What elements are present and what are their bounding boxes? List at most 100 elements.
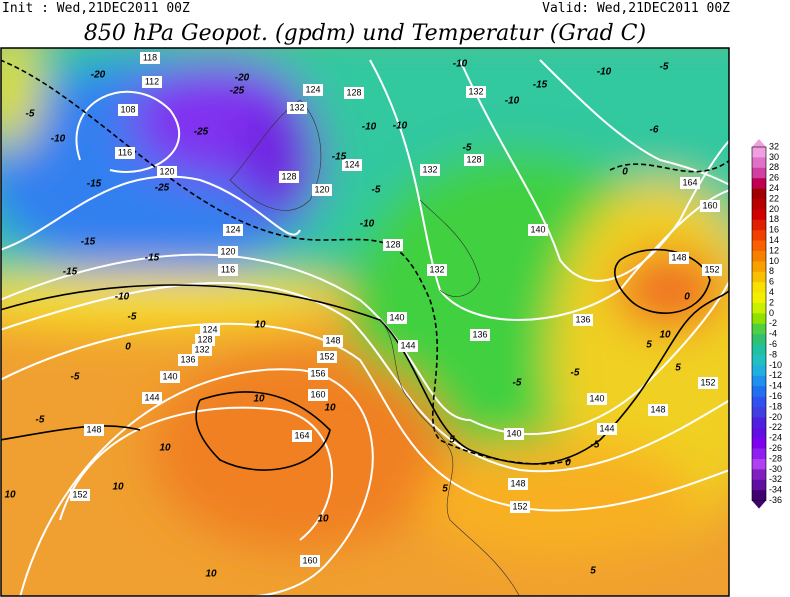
geopotential-label: 118 <box>143 52 157 62</box>
geopotential-label-box <box>303 84 323 96</box>
geopotential-label: 120 <box>314 184 329 194</box>
colorbar-label: -16 <box>769 391 782 401</box>
temperature-label: -15 <box>87 179 102 190</box>
colorbar-segment <box>752 230 766 241</box>
colorbar-label: 10 <box>769 256 779 266</box>
colorbar-segment <box>752 313 766 325</box>
geopotential-label: 148 <box>86 424 101 434</box>
geopotential-label: 164 <box>682 177 697 187</box>
colorbar-label: -10 <box>769 360 782 370</box>
geopotential-label-box <box>292 430 312 442</box>
temperature-label: 10 <box>205 569 217 580</box>
colorbar-segment <box>752 240 766 252</box>
geopotential-label-box <box>160 371 180 383</box>
temperature-contours <box>1 59 729 465</box>
temperature-label: -20 <box>91 70 106 81</box>
temperature-label: -6 <box>650 125 659 136</box>
geopotential-label-box <box>323 335 343 347</box>
colorbar-segment <box>752 199 766 210</box>
geopotential-label-box <box>508 478 528 490</box>
geopotential-label-box <box>308 368 328 380</box>
geopotential-label-box <box>573 314 593 326</box>
geopotential-label-box <box>84 424 104 436</box>
colorbar-label: 6 <box>769 277 774 287</box>
geopotential-label-box <box>420 164 440 176</box>
colorbar-label: -22 <box>769 422 782 432</box>
colorbar-label: -34 <box>769 485 782 495</box>
colorbar-arrow-top <box>752 139 766 147</box>
geopotential-label: 152 <box>704 264 719 274</box>
colorbar-label: -24 <box>769 433 782 443</box>
colorbar-label: -2 <box>769 318 777 328</box>
colorbar-segment <box>752 490 766 501</box>
map-frame <box>0 47 730 597</box>
colorbar-segment <box>752 323 766 335</box>
temperature-label: 5 <box>590 566 596 577</box>
geopotential-label: 148 <box>510 478 525 488</box>
geopotential-label: 116 <box>221 264 235 274</box>
geopotential-contours <box>1 59 729 596</box>
colorbar-segment <box>752 271 766 283</box>
temperature-label: 5 <box>449 435 455 446</box>
colorbar: 32302826242220181614121086420-2-4-6-8-10… <box>751 139 782 509</box>
temperature-label: -5 <box>571 368 580 379</box>
temperature-label: -10 <box>505 96 520 107</box>
colorbar-label: 28 <box>769 162 779 172</box>
geopotential-label: 128 <box>281 171 296 181</box>
temperature-label: 10 <box>159 443 171 454</box>
geopotential-label: 144 <box>599 423 614 433</box>
colorbar-segment <box>752 355 766 366</box>
geopotential-label: 124 <box>305 84 320 94</box>
geopotential-label-box <box>344 87 364 99</box>
geopotential-label: 124 <box>225 224 240 234</box>
temperature-label: -15 <box>63 267 78 278</box>
geopotential-label: 136 <box>180 354 195 364</box>
geopotential-label: 140 <box>530 224 545 234</box>
temperature-label: -10 <box>453 59 468 70</box>
colorbar-segment <box>752 251 766 262</box>
temperature-label: 10 <box>254 320 266 331</box>
temperature-label: 10 <box>324 403 336 414</box>
colorbar-segment <box>752 459 766 470</box>
temperature-label: -10 <box>362 122 377 133</box>
colorbar-label: -20 <box>769 412 782 422</box>
temperature-label: 0 <box>684 292 690 303</box>
colorbar-label: 32 <box>769 141 779 151</box>
colorbar-frame <box>751 146 767 501</box>
colorbar-segment <box>752 479 766 491</box>
colorbar-segment <box>752 334 766 345</box>
geopotential-label: 160 <box>310 389 325 399</box>
geopotential-label-box <box>648 404 668 416</box>
geopotential-label: 132 <box>429 264 444 274</box>
colorbar-label: 12 <box>769 245 779 255</box>
geopotential-label-box <box>279 171 299 183</box>
temperature-label: 10 <box>317 514 329 525</box>
temperature-label: -25 <box>155 183 170 194</box>
temperature-label: -5 <box>463 143 472 154</box>
temperature-label: 5 <box>442 484 448 495</box>
geopotential-label: 120 <box>220 246 235 256</box>
colorbar-segment <box>752 438 766 449</box>
geopotential-label: 132 <box>194 344 209 354</box>
temperature-label: -5 <box>128 312 137 323</box>
temperature-shading <box>1 48 729 560</box>
geopotential-label-box <box>142 76 162 88</box>
colorbar-segment <box>752 147 766 158</box>
geopotential-label: 132 <box>289 102 304 112</box>
geopotential-label-box <box>223 224 243 236</box>
geopotential-label: 108 <box>120 104 135 114</box>
colorbar-label: -8 <box>769 349 777 359</box>
temperature-label: -25 <box>194 127 209 138</box>
colorbar-label: 2 <box>769 297 774 307</box>
temperature-label: -10 <box>115 292 130 303</box>
temperature-label: 10 <box>4 490 16 501</box>
geopotential-label-box <box>287 102 307 114</box>
geopotential-label: 136 <box>575 314 590 324</box>
geopotential-label-box <box>192 344 212 356</box>
geopotential-label: 140 <box>389 312 404 322</box>
colorbar-label: -14 <box>769 381 782 391</box>
temperature-label: 0 <box>622 167 628 178</box>
geopotential-label-box <box>528 224 548 236</box>
geopotential-label: 148 <box>325 335 340 345</box>
